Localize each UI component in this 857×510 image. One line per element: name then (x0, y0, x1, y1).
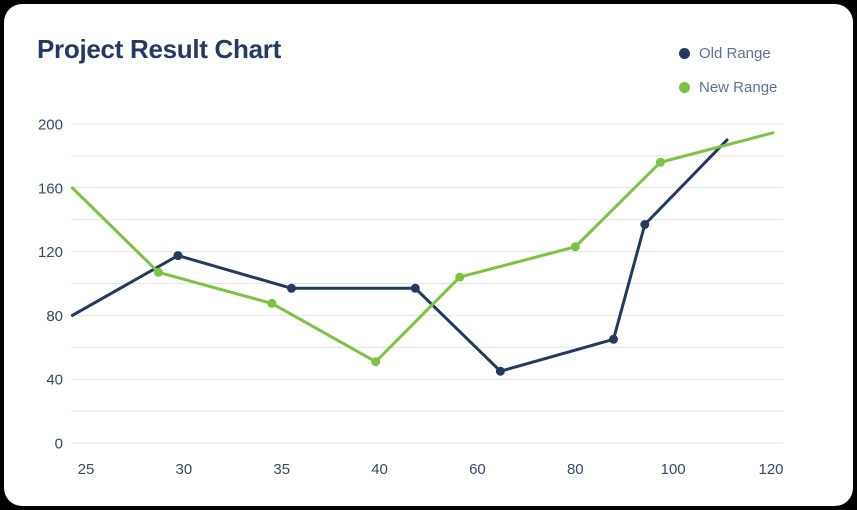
legend-dot-new-range-icon (679, 81, 690, 93)
x-tick-label: 120 (758, 461, 783, 478)
y-tick-label: 120 (38, 244, 63, 261)
legend-label-old-range: Old Range (699, 44, 771, 62)
series-line-new-range (70, 131, 775, 364)
data-point-marker-new-range[interactable] (655, 157, 665, 167)
y-tick-label: 0 (55, 436, 63, 453)
data-point-marker-old-range[interactable] (640, 220, 650, 229)
data-point-marker-new-range[interactable] (267, 298, 277, 308)
data-point-marker-new-range[interactable] (455, 272, 465, 282)
y-tick-label: 200 (38, 117, 63, 134)
x-tick-label: 60 (469, 461, 486, 478)
chart-card: Project Result Chart Old Range New Range (4, 4, 853, 506)
data-point-marker-old-range[interactable] (495, 366, 505, 376)
data-point-marker-new-range[interactable] (371, 357, 381, 367)
x-tick-label: 40 (371, 461, 388, 478)
legend-label-new-range: New Range (699, 78, 778, 96)
legend-dot-old-range-icon (679, 47, 690, 59)
page-title: Project Result Chart (37, 34, 281, 64)
x-tick-label: 100 (661, 461, 686, 478)
x-tick-label: 25 (78, 461, 95, 478)
y-tick-label: 160 (38, 180, 63, 197)
data-point-marker-new-range[interactable] (153, 267, 163, 277)
legend-item-new-range[interactable]: New Range (679, 78, 778, 96)
y-tick-label: 40 (46, 372, 63, 389)
data-point-marker-old-range[interactable] (410, 283, 420, 293)
data-point-marker-new-range[interactable] (570, 242, 580, 252)
x-tick-label: 80 (567, 461, 584, 478)
data-point-marker-old-range[interactable] (173, 251, 183, 261)
y-tick-label: 80 (46, 308, 63, 325)
series-line-old-range (70, 138, 729, 373)
data-point-marker-old-range[interactable] (287, 283, 296, 293)
legend: Old Range New Range (679, 45, 777, 113)
x-tick-label: 35 (273, 461, 290, 478)
data-point-marker-old-range[interactable] (609, 334, 618, 344)
legend-item-old-range[interactable]: Old Range (679, 44, 777, 62)
x-tick-label: 30 (176, 461, 193, 478)
